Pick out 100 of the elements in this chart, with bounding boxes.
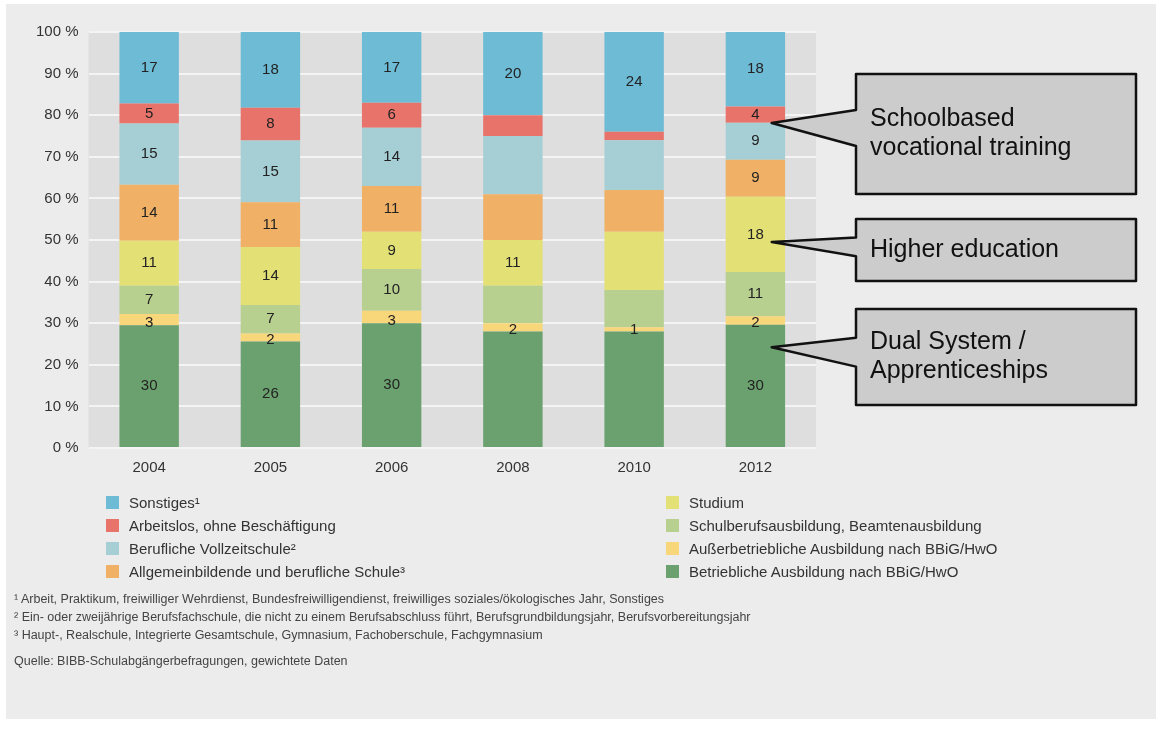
y-tick-label: 90 % bbox=[44, 63, 79, 81]
data-label: 15 bbox=[262, 161, 279, 179]
data-label: 18 bbox=[262, 60, 279, 77]
y-tick-label: 70 % bbox=[44, 146, 79, 164]
data-label: 10 bbox=[383, 280, 400, 298]
legend-label: Allgemeinbildende und berufliche Schule³ bbox=[129, 563, 406, 580]
y-tick-label: 40 % bbox=[44, 271, 79, 289]
bar bbox=[483, 136, 543, 195]
y-tick-label: 20 % bbox=[44, 354, 79, 372]
data-label: 30 bbox=[383, 375, 400, 393]
data-label: 11 bbox=[141, 253, 157, 271]
legend-label: Betriebliche Ausbildung nach BBiG/HwO bbox=[689, 563, 959, 580]
legend-label: Studium bbox=[689, 494, 745, 511]
bar bbox=[361, 269, 422, 311]
bar bbox=[361, 323, 422, 447]
bar bbox=[119, 184, 179, 241]
bar bbox=[119, 32, 179, 104]
x-tick-label: 2006 bbox=[374, 458, 409, 476]
bar bbox=[725, 122, 786, 160]
data-label: 17 bbox=[140, 57, 158, 75]
bar bbox=[361, 102, 422, 128]
data-label: 15 bbox=[140, 144, 158, 162]
bar bbox=[240, 247, 301, 305]
data-label: 30 bbox=[140, 376, 158, 394]
data-label: 18 bbox=[747, 224, 764, 242]
bar bbox=[725, 272, 786, 317]
data-label: 24 bbox=[625, 72, 643, 90]
x-tick-label: 2010 bbox=[617, 458, 651, 476]
bar bbox=[119, 325, 179, 447]
bar bbox=[604, 32, 664, 132]
data-label: 3 bbox=[144, 313, 154, 331]
bar bbox=[361, 32, 422, 103]
data-label: 30 bbox=[747, 376, 764, 394]
legend-label: Arbeitslos, ohne Beschäftigung bbox=[129, 517, 336, 534]
data-label: 14 bbox=[262, 266, 279, 284]
y-tick-label: 0 % bbox=[52, 438, 79, 456]
legend-label: Sonstiges¹ bbox=[129, 494, 200, 511]
bar bbox=[240, 304, 301, 334]
bar bbox=[240, 32, 301, 108]
y-tick-label: 10 % bbox=[44, 396, 79, 414]
bar bbox=[119, 314, 179, 326]
bar bbox=[361, 231, 422, 270]
legend-label: Außerbetriebliche Ausbildung nach BBiG/HwO bbox=[689, 540, 998, 557]
text: Higher education bbox=[870, 233, 1060, 262]
legend-label: Schulberufsausbildung, Beamtenausbildung bbox=[689, 517, 982, 534]
bar bbox=[361, 185, 422, 232]
bar bbox=[240, 140, 301, 203]
data-label: 3 bbox=[387, 311, 396, 329]
data-label: 7 bbox=[144, 290, 154, 308]
data-label: 9 bbox=[751, 131, 760, 149]
bar bbox=[240, 202, 301, 248]
y-tick-label: 80 % bbox=[44, 105, 79, 123]
data-label: 17 bbox=[383, 57, 400, 75]
bar bbox=[361, 127, 422, 186]
bar bbox=[240, 107, 301, 141]
bar bbox=[361, 310, 422, 324]
bar bbox=[604, 140, 664, 191]
data-label: 6 bbox=[387, 105, 396, 123]
bar bbox=[604, 231, 664, 290]
bar bbox=[483, 285, 543, 324]
data-label: 9 bbox=[751, 168, 760, 186]
data-label: 7 bbox=[266, 309, 275, 327]
y-tick-label: 30 % bbox=[44, 313, 79, 331]
data-label: 11 bbox=[747, 284, 764, 302]
bar bbox=[725, 159, 786, 197]
bar bbox=[119, 240, 179, 286]
y-tick-label: 50 % bbox=[44, 230, 79, 248]
text: Dual System / Apprenticeships bbox=[870, 326, 1048, 384]
y-tick-label: 60 % bbox=[44, 188, 79, 206]
data-label: 4 bbox=[751, 104, 760, 122]
bar bbox=[725, 196, 786, 273]
data-label: 11 bbox=[262, 214, 279, 232]
bar bbox=[483, 115, 543, 136]
bar bbox=[483, 194, 543, 240]
x-tick-label: 2004 bbox=[132, 458, 166, 476]
bar bbox=[483, 32, 543, 116]
text: ² Ein- oder zweijährige Berufsfachschule, die nicht zu einem Berufsabschluss führt, Berufsgrundbildungsjahr, Berufsvorbereitungsjahr bbox=[14, 609, 752, 626]
bar bbox=[119, 123, 179, 185]
source-note: Quelle: BIBB-Schulabgängerbefragungen, gewichtete Daten bbox=[14, 653, 349, 670]
bar bbox=[725, 32, 786, 107]
x-tick-label: 2012 bbox=[738, 458, 773, 476]
bar bbox=[119, 285, 179, 315]
data-label: 9 bbox=[387, 240, 396, 258]
data-label: 14 bbox=[140, 202, 158, 220]
data-label: 11 bbox=[505, 253, 521, 271]
data-label: 14 bbox=[383, 146, 400, 164]
text: Schoolbased vocational training bbox=[870, 103, 1072, 161]
x-tick-label: 2008 bbox=[496, 458, 530, 476]
bar bbox=[119, 103, 179, 124]
data-label: 26 bbox=[262, 384, 279, 402]
x-tick-label: 2005 bbox=[253, 458, 288, 476]
legend-label: Berufliche Vollzeitschule² bbox=[129, 540, 296, 557]
bar bbox=[604, 131, 664, 141]
data-label: 11 bbox=[383, 198, 400, 216]
data-label: 5 bbox=[144, 103, 154, 121]
data-label: 8 bbox=[266, 114, 275, 132]
bar bbox=[604, 190, 664, 232]
data-label: 18 bbox=[747, 59, 764, 77]
data-label: 20 bbox=[504, 63, 522, 81]
text: ³ Haupt-, Realschule, Integrierte Gesamtschule, Gymnasium, Fachoberschule, Fachgymnasium bbox=[14, 627, 544, 644]
